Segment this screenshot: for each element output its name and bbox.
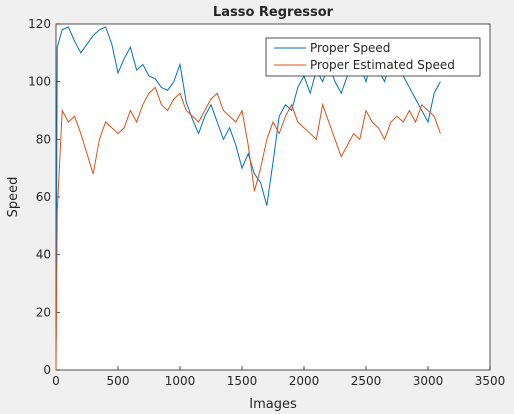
y-tick-label: 0 [43,363,51,377]
legend-box [265,37,481,77]
y-tick-label: 60 [36,190,51,204]
x-axis-label: Images [249,397,297,412]
legend-label: Proper Estimated Speed [310,58,455,72]
x-tick-label: 1000 [165,374,196,388]
chart-title: Lasso Regressor [213,5,334,20]
y-tick-label: 40 [36,248,51,262]
y-tick-label: 20 [36,305,51,319]
x-tick-label: 3000 [413,374,444,388]
x-tick-label: 2000 [289,374,320,388]
y-tick-label: 120 [28,17,51,31]
x-tick-label: 0 [52,374,60,388]
plot-area [55,23,491,371]
x-tick-label: 2500 [351,374,382,388]
line-series [55,86,441,371]
legend-label: Proper Speed [310,41,390,55]
y-tick-label: 80 [36,132,51,146]
x-tick-label: 500 [107,374,130,388]
x-tick-label: 1500 [227,374,258,388]
y-tick-label: 100 [28,75,51,89]
y-axis-label: Speed [6,177,21,218]
x-tick-label: 3500 [475,374,506,388]
